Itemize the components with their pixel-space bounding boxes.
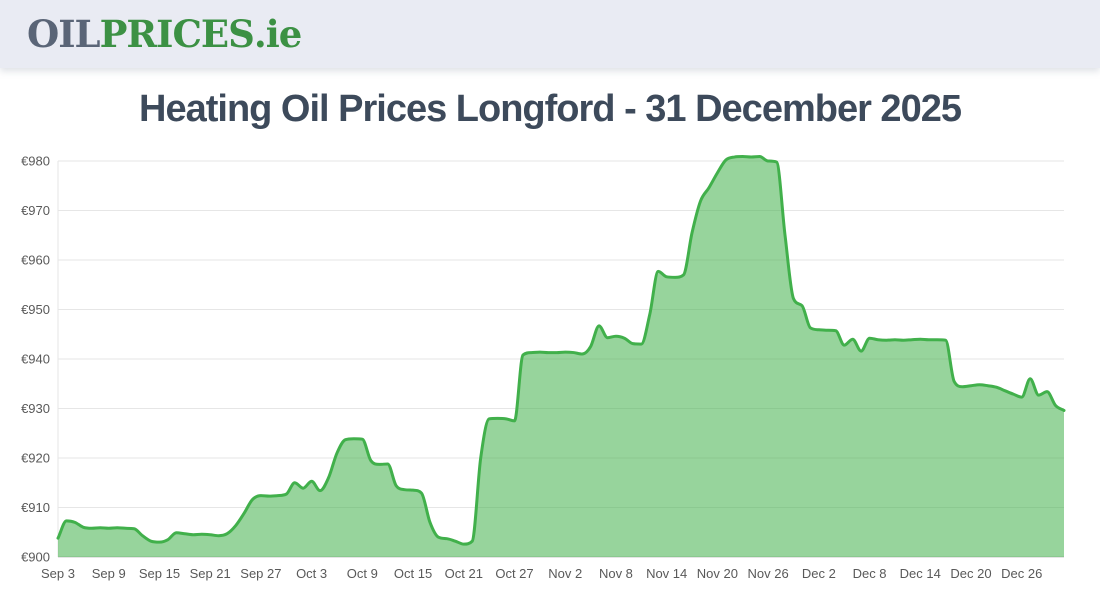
x-tick-label: Sep 15 xyxy=(139,566,180,581)
y-tick-label: €950 xyxy=(21,302,50,317)
x-tick-label: Nov 14 xyxy=(646,566,687,581)
x-tick-label: Nov 20 xyxy=(697,566,738,581)
x-tick-label: Dec 14 xyxy=(900,566,941,581)
logo-text-oil: OIL xyxy=(27,12,101,56)
y-tick-label: €980 xyxy=(21,154,50,169)
x-tick-label: Oct 21 xyxy=(445,566,483,581)
x-tick-label: Sep 21 xyxy=(190,566,231,581)
price-chart[interactable]: €900 €910 €920 €930 €940 €950 €960 €970 €980 Sep … xyxy=(0,140,1100,600)
x-tick-label: Oct 9 xyxy=(347,566,378,581)
site-logo[interactable]: OIL PRICES .ie xyxy=(27,0,302,68)
area-chart-svg[interactable]: €900 €910 €920 €930 €940 €950 €960 €970 €980 Sep … xyxy=(0,140,1100,600)
site-header: OIL PRICES .ie xyxy=(0,0,1100,68)
x-tick-label: Oct 3 xyxy=(296,566,327,581)
price-area[interactable] xyxy=(58,156,1064,558)
x-tick-label: Oct 15 xyxy=(394,566,432,581)
x-tick-label: Sep 3 xyxy=(41,566,75,581)
x-tick-label: Sep 9 xyxy=(92,566,126,581)
x-tick-label: Nov 8 xyxy=(599,566,633,581)
logo-text-prices: PRICES xyxy=(99,12,255,56)
x-tick-label: Oct 27 xyxy=(495,566,533,581)
y-tick-label: €920 xyxy=(21,451,50,466)
y-tick-label: €930 xyxy=(21,401,50,416)
x-tick-label: Dec 2 xyxy=(802,566,836,581)
page-title: Heating Oil Prices Longford - 31 Decembe… xyxy=(139,88,962,130)
y-tick-label: €960 xyxy=(21,253,50,268)
x-tick-label: Nov 2 xyxy=(548,566,582,581)
price-line xyxy=(56,155,1066,546)
y-tick-label: €970 xyxy=(21,203,50,218)
y-tick-label: €940 xyxy=(21,352,50,367)
x-tick-label: Dec 20 xyxy=(950,566,991,581)
y-tick-label: €910 xyxy=(21,500,50,515)
logo-text-ie: .ie xyxy=(253,12,302,56)
y-tick-label: €900 xyxy=(21,550,50,565)
x-tick-label: Sep 27 xyxy=(240,566,281,581)
x-tick-label: Dec 8 xyxy=(853,566,887,581)
x-tick-label: Dec 26 xyxy=(1001,566,1042,581)
x-tick-label: Nov 26 xyxy=(748,566,789,581)
